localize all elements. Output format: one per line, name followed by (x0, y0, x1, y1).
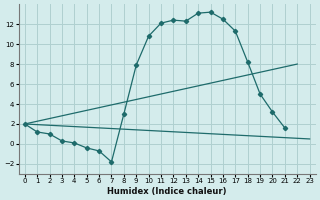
X-axis label: Humidex (Indice chaleur): Humidex (Indice chaleur) (108, 187, 227, 196)
